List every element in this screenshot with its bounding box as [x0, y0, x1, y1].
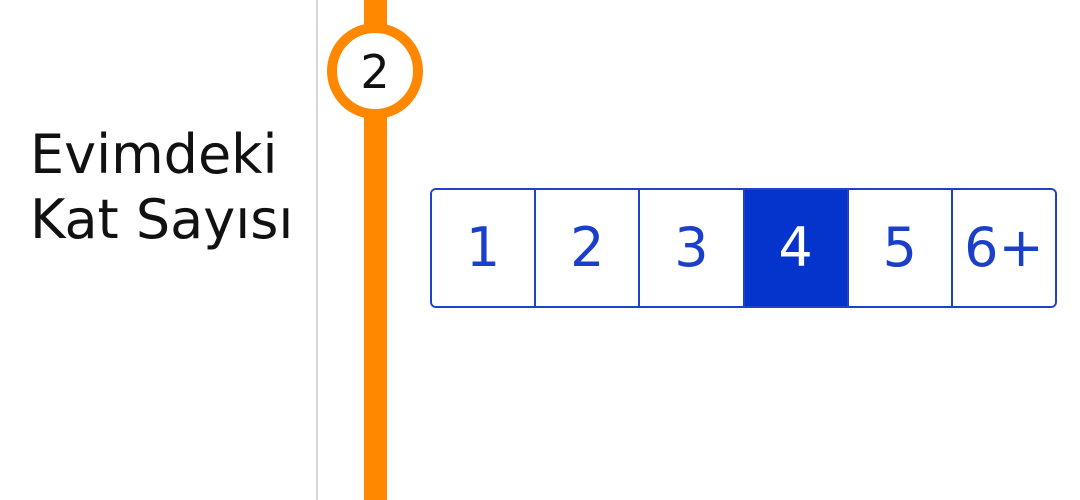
floor-count-selector: 1 2 3 4 5 6+	[430, 188, 1057, 308]
option-6-plus[interactable]: 6+	[952, 190, 1055, 306]
question-label-area: Evimdeki Kat Sayısı	[0, 0, 316, 500]
vertical-divider	[316, 0, 318, 500]
option-label: 1	[465, 216, 501, 279]
option-label: 4	[778, 216, 813, 279]
question-label: Evimdeki Kat Sayısı	[30, 123, 294, 251]
option-label: 6+	[964, 216, 1044, 279]
step-number: 2	[360, 45, 390, 99]
option-2[interactable]: 2	[536, 190, 641, 306]
option-4[interactable]: 4	[744, 190, 849, 306]
timeline-line	[364, 0, 387, 500]
option-label: 3	[674, 216, 709, 279]
step-indicator: 2	[327, 23, 423, 119]
option-label: 5	[882, 216, 917, 279]
option-5[interactable]: 5	[848, 190, 953, 306]
option-label: 2	[570, 216, 605, 279]
option-3[interactable]: 3	[640, 190, 745, 306]
option-1[interactable]: 1	[432, 190, 537, 306]
